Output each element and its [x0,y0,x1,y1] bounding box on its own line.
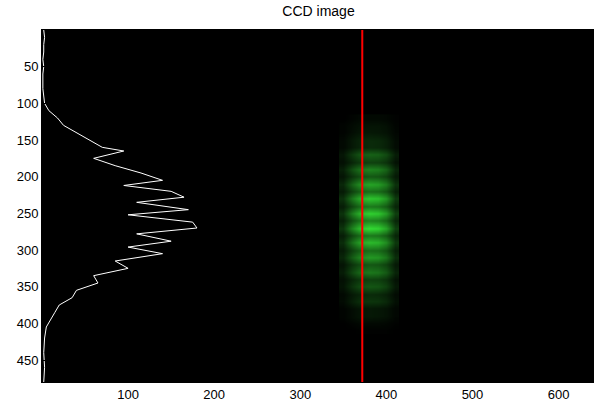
svg-text:200: 200 [17,169,39,184]
svg-text:600: 600 [548,387,570,402]
svg-text:400: 400 [17,316,39,331]
svg-text:150: 150 [17,133,39,148]
svg-text:100: 100 [17,96,39,111]
svg-text:300: 300 [17,243,39,258]
svg-text:200: 200 [203,387,225,402]
svg-text:350: 350 [17,279,39,294]
svg-text:CCD image: CCD image [282,3,355,19]
svg-text:400: 400 [376,387,398,402]
svg-text:50: 50 [24,59,38,74]
svg-text:500: 500 [462,387,484,402]
svg-text:100: 100 [117,387,139,402]
svg-text:300: 300 [289,387,311,402]
svg-text:250: 250 [17,206,39,221]
svg-text:450: 450 [17,353,39,368]
